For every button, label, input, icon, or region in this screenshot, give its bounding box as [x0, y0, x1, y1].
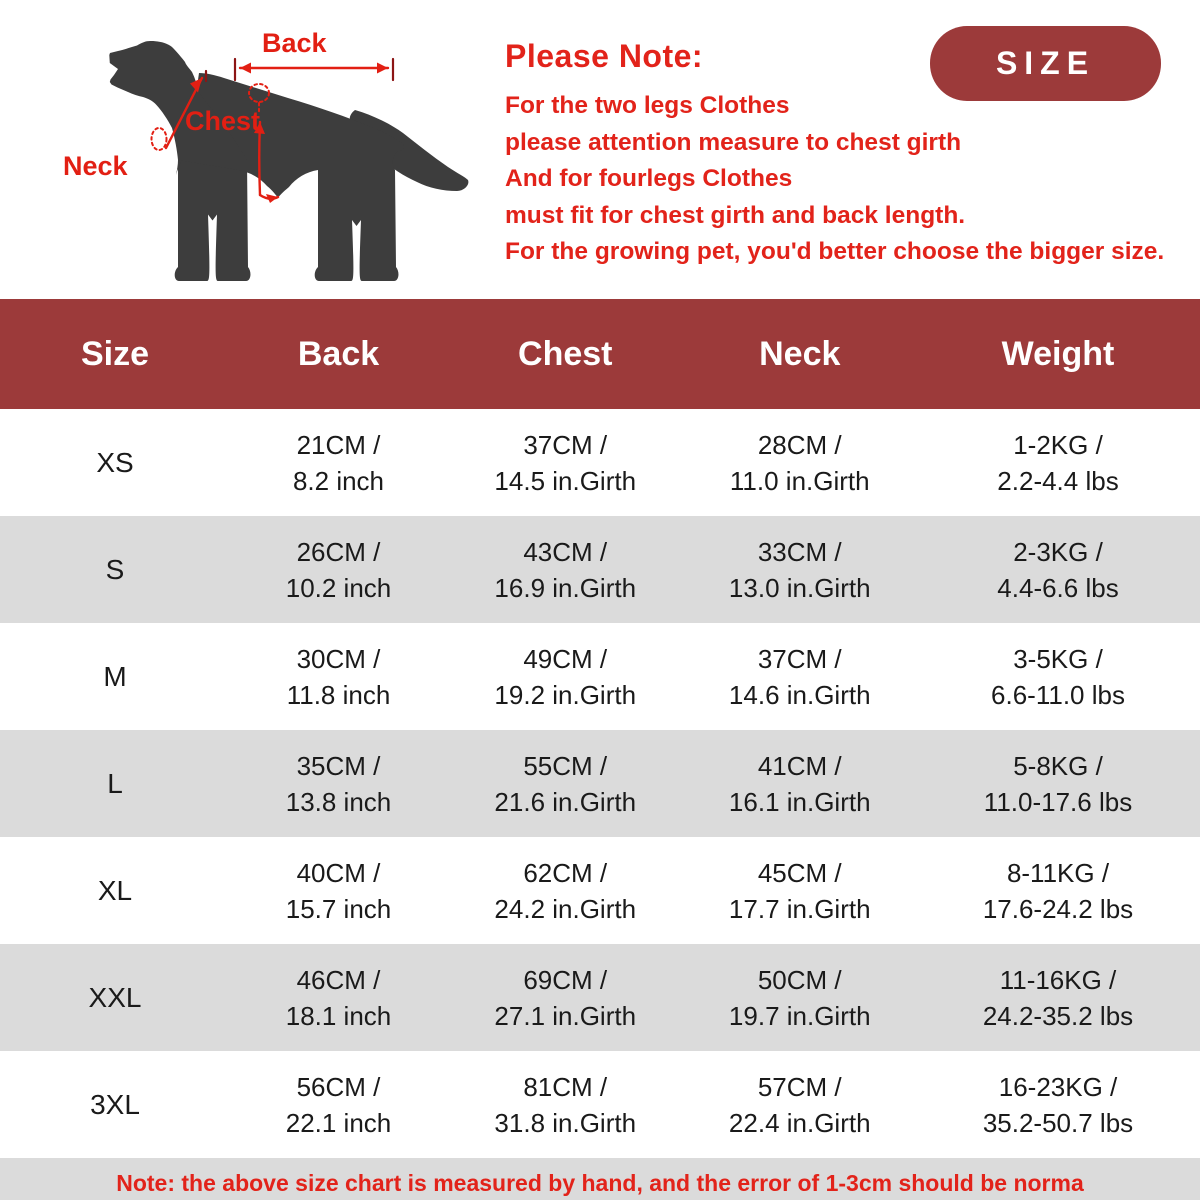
svg-text:Neck: Neck	[63, 151, 129, 181]
svg-text:Back: Back	[262, 28, 328, 58]
svg-text:Chest: Chest	[185, 106, 260, 136]
